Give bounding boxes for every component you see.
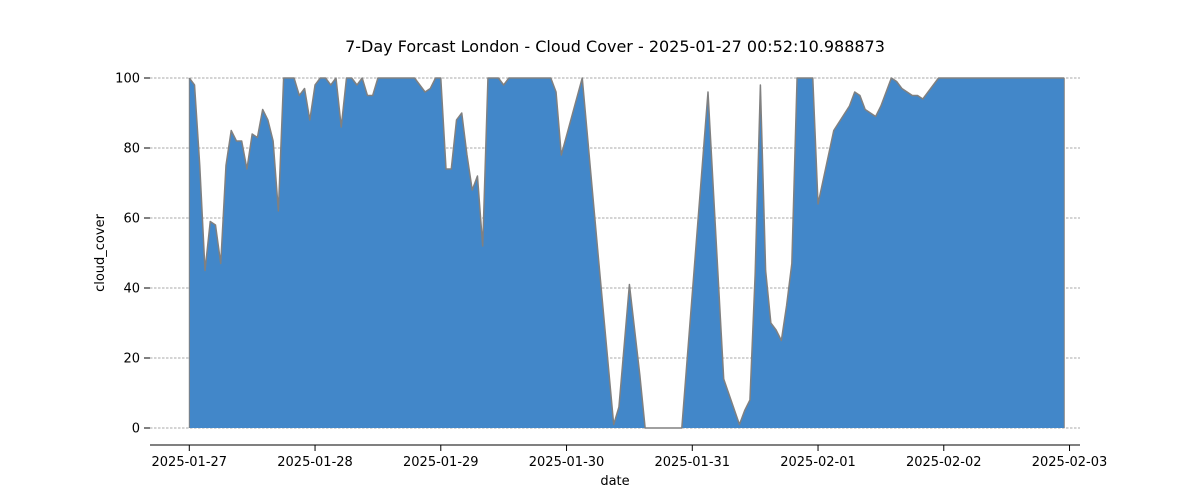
x-axis: 2025-01-27 2025-01-28 2025-01-29 2025-01-30… xyxy=(150,444,1108,470)
chart-title: 7-Day Forcast London - Cloud Cover - 202… xyxy=(345,37,885,56)
cloud-cover-area xyxy=(189,78,1065,428)
y-axis-label: cloud_cover xyxy=(93,213,108,291)
y-tick-label: 40 xyxy=(123,282,140,297)
x-tick-label: 2025-01-27 xyxy=(152,455,228,470)
x-tick-label: 2025-01-29 xyxy=(403,455,479,470)
x-tick-label: 2025-01-28 xyxy=(277,455,353,470)
y-tick-label: 80 xyxy=(123,142,140,157)
x-tick-label: 2025-02-01 xyxy=(780,455,856,470)
x-tick-label: 2025-02-03 xyxy=(1032,455,1108,470)
y-tick-label: 0 xyxy=(132,422,140,437)
x-tick-label: 2025-01-31 xyxy=(655,455,731,470)
x-tick-label: 2025-01-30 xyxy=(529,455,605,470)
y-tick-label: 20 xyxy=(123,352,140,367)
x-tick-label: 2025-02-02 xyxy=(906,455,982,470)
y-tick-label: 60 xyxy=(123,212,140,227)
cloud-cover-line xyxy=(188,77,1065,429)
y-tick-label: 100 xyxy=(115,72,140,87)
x-axis-label: date xyxy=(600,474,629,489)
y-axis: 0 20 40 60 80 100 xyxy=(115,72,150,437)
plot-area xyxy=(188,77,1065,429)
